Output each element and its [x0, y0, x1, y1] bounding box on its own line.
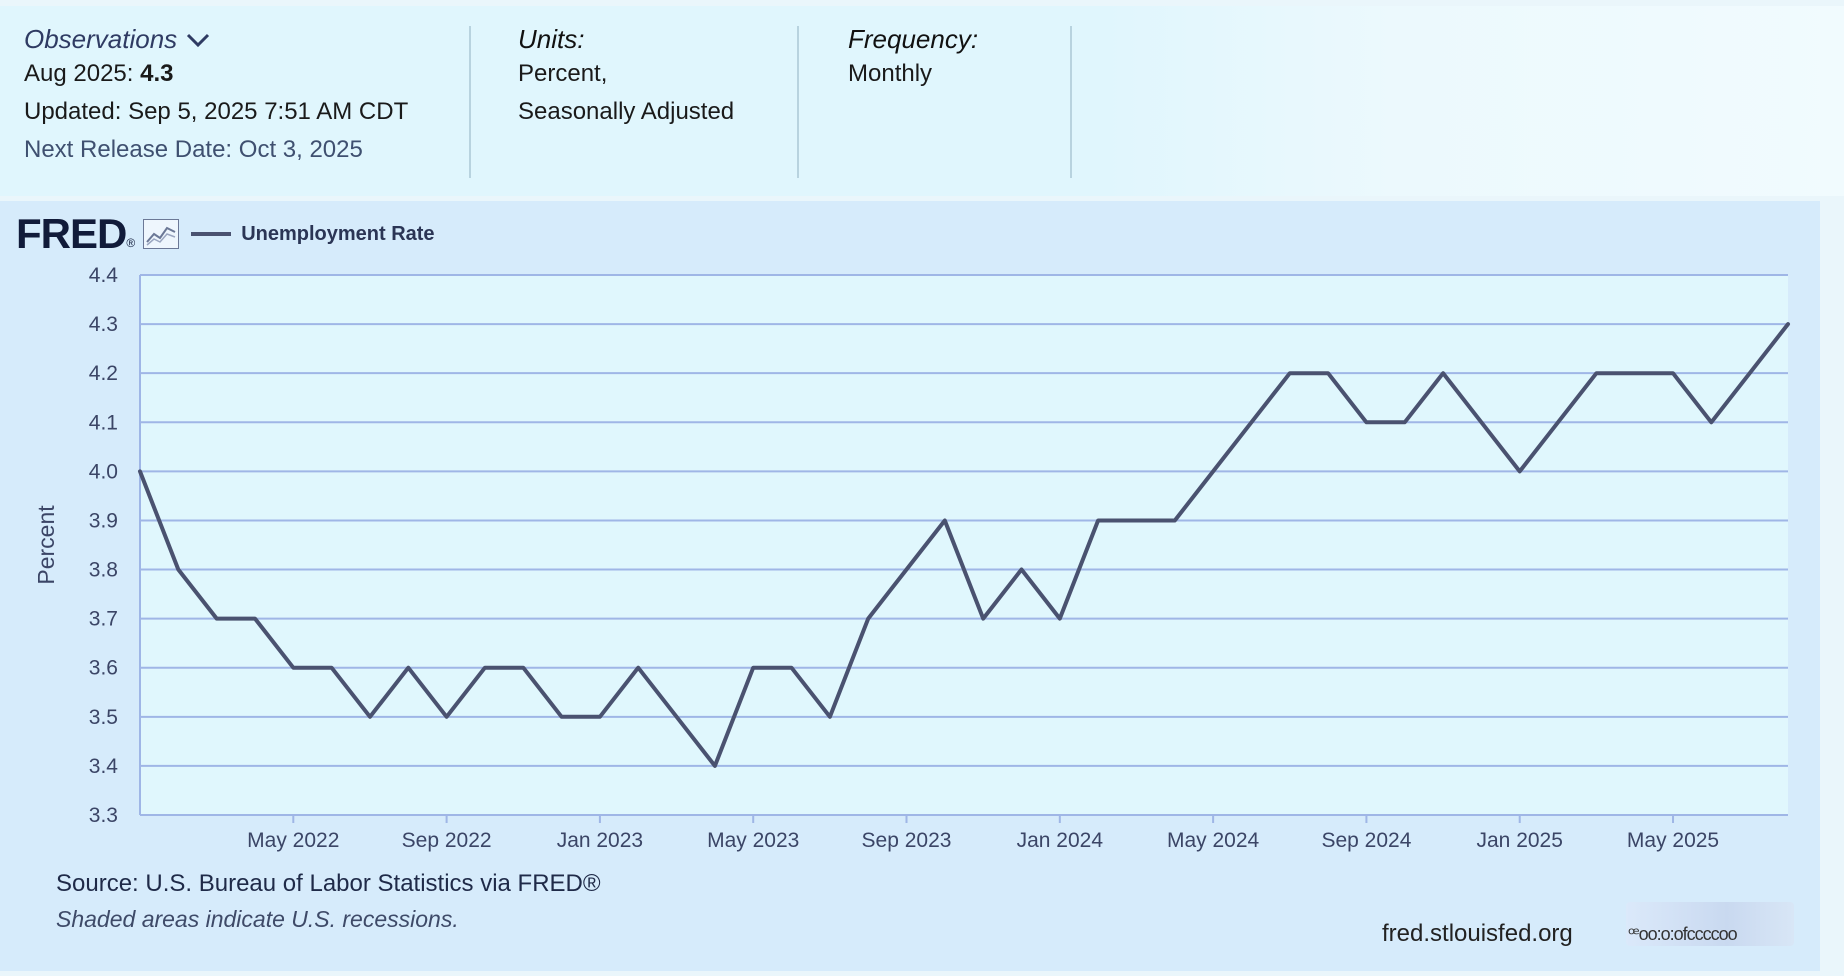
x-tick-label: Sep 2023 [862, 829, 952, 852]
y-tick-label: 4.1 [89, 411, 118, 434]
frequency-label: Frequency: [848, 24, 979, 54]
chevron-down-icon [187, 33, 210, 47]
x-tick-label: May 2025 [1627, 829, 1719, 852]
y-tick-label: 4.2 [89, 362, 118, 385]
legend-swatch [191, 232, 232, 236]
line-graph-icon[interactable] [143, 219, 180, 249]
next-release-text: Next Release Date: Oct 3, 2025 [24, 136, 363, 163]
units-line-2: Seasonally Adjusted [518, 98, 735, 125]
observations-dropdown[interactable]: Observations [24, 24, 408, 55]
units-column: Units: Percent, Seasonally Adjusted [518, 24, 734, 131]
y-tick-label: 3.8 [89, 559, 118, 582]
chart-header: FRED ® Unemployment Rate [16, 210, 435, 258]
recession-note: Shaded areas indicate U.S. recessions. [56, 906, 459, 932]
y-tick-label: 4.0 [89, 460, 118, 483]
y-tick-label: 3.3 [89, 804, 118, 827]
x-tick-label: Jan 2025 [1477, 829, 1563, 852]
y-tick-label: 4.4 [89, 264, 119, 287]
column-divider [1070, 26, 1072, 178]
observation-value: 4.3 [140, 60, 174, 87]
x-tick-label: May 2022 [247, 829, 339, 852]
x-tick-label: Jan 2023 [557, 829, 643, 852]
registered-mark: ® [126, 236, 136, 250]
column-divider [469, 26, 471, 178]
unemployment-rate-chart: 3.3 3.4 3.5 3.6 3.7 3.8 3.9 4.0 4.1 4.2 4.3 4.4 May … [33, 264, 1790, 852]
units-line-1: Percent, [518, 60, 608, 87]
x-tick-label: Sep 2024 [1321, 829, 1411, 852]
series-code-text: ꟹoo:o:ofccccoo [1628, 924, 1738, 944]
observations-column: Observations Aug 2025: 4.3 Updated: Sep … [24, 24, 408, 169]
x-tick-label: May 2024 [1167, 829, 1260, 852]
x-tick-label: Jan 2024 [1017, 829, 1104, 852]
y-tick-label: 3.4 [89, 755, 119, 778]
column-divider [797, 26, 799, 178]
y-tick-label: 3.7 [89, 608, 118, 631]
observation-date: Aug 2025: [24, 60, 134, 87]
legend-series-label: Unemployment Rate [241, 222, 435, 245]
site-link[interactable]: fred.stlouisfed.org [1382, 920, 1573, 947]
fred-logo[interactable]: FRED [16, 210, 127, 257]
y-axis-label: Percent [33, 505, 59, 585]
updated-text: Updated: Sep 5, 2025 7:51 AM CDT [24, 98, 409, 125]
plot-area [140, 275, 1788, 815]
series-info-panel: Observations Aug 2025: 4.3 Updated: Sep … [0, 6, 1844, 196]
latest-observation: Aug 2025: 4.3 [24, 55, 408, 93]
y-tick-label: 4.3 [89, 313, 118, 336]
units-label: Units: [518, 24, 585, 54]
source-text: Source: U.S. Bureau of Labor Statistics … [56, 870, 601, 897]
observations-label: Observations [24, 24, 178, 54]
y-tick-label: 3.5 [89, 706, 118, 729]
blurred-region [1100, 6, 1844, 196]
x-tick-label: May 2023 [707, 829, 799, 852]
series-line-unemployment-rate [138, 322, 1790, 768]
x-tick-label: Sep 2022 [402, 829, 492, 852]
frequency-value: Monthly [848, 60, 933, 87]
obscured-code-patch [1626, 902, 1794, 946]
y-tick-label: 3.6 [89, 657, 118, 680]
frequency-column: Frequency: Monthly [848, 24, 978, 93]
y-tick-label: 3.9 [89, 509, 118, 532]
